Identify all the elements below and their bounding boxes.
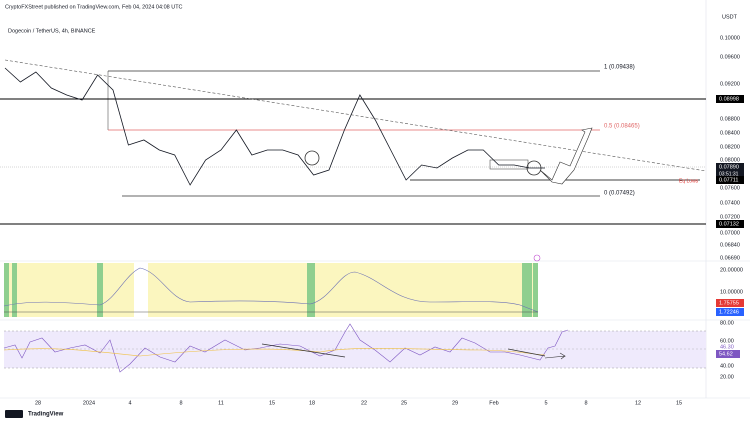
- date-tick: 11: [218, 400, 224, 406]
- indicator-background: [4, 263, 538, 317]
- currency: USDT: [722, 14, 738, 20]
- signal-bar: [97, 263, 103, 317]
- price-badge-label: 0.07132: [719, 221, 739, 227]
- indicator-badge: [716, 308, 744, 316]
- rsi-trendline: [507, 348, 546, 357]
- date-tick: 12: [635, 400, 641, 406]
- indicator-line: [3, 267, 539, 313]
- signal-bar: [533, 263, 538, 317]
- price-badge-label: 0.07711: [719, 177, 738, 183]
- eq-lows-label: Eq Lows: [679, 178, 699, 184]
- published-line: CryptoFXStreet published on TradingView.…: [5, 4, 183, 10]
- rsi-badge: [716, 350, 740, 358]
- price-tick: 0.07200: [720, 214, 740, 220]
- price-tick: 0.07000: [720, 230, 740, 236]
- rsi-tick: 80.00: [720, 320, 734, 326]
- date-tick: 25: [401, 400, 407, 406]
- rsi-tick: 40.00: [720, 363, 734, 369]
- date-tick: 8: [179, 400, 182, 406]
- logo-icon: [5, 410, 23, 418]
- date-tick: 28: [35, 400, 41, 406]
- price-tick: 0.07600: [720, 185, 740, 191]
- price-tick: 0.07400: [720, 200, 740, 206]
- price-tick: 0.08800: [720, 116, 740, 122]
- rsi-line: [3, 323, 569, 373]
- signal-bar: [12, 263, 17, 317]
- indicator-tick: 10.00000: [720, 289, 743, 295]
- price-badge: [716, 176, 744, 184]
- indicator-tick: 20.00000: [720, 267, 743, 273]
- price-tick: 0.09600: [720, 54, 740, 60]
- indicator-badge-label: 1.72246: [719, 309, 739, 315]
- date-tick: 22: [361, 400, 367, 406]
- price-tick: 0.08000: [720, 157, 740, 163]
- price-tick: 0.08200: [720, 144, 740, 150]
- price-badge: [716, 220, 744, 228]
- signal-bar: [522, 263, 532, 317]
- indicator-gap: [134, 263, 148, 317]
- price-tick: 0.06840: [720, 242, 740, 248]
- rsi-badge-label: 54.62: [719, 351, 733, 357]
- date-tick: 5: [544, 400, 547, 406]
- price-line: [4, 67, 545, 186]
- footer-logo: TradingView: [28, 412, 64, 418]
- indicator-badge: [716, 299, 744, 307]
- indicator-badge-label: 1.75755: [719, 300, 739, 306]
- rsi-tick: 20.00: [720, 374, 734, 380]
- pane-icon: [533, 254, 541, 262]
- rsi-value: 46.30: [720, 344, 734, 350]
- price-tick: 0.09200: [720, 81, 740, 87]
- date-tick: 18: [309, 400, 315, 406]
- price-badge-label: 0.07890: [719, 164, 739, 170]
- fib-1-label: 1 (0.09438): [604, 65, 635, 71]
- fib-05-label: 0.5 (0.08465): [604, 124, 640, 130]
- trendline: [4, 59, 707, 172]
- price-badge-label: 0.08998: [719, 96, 739, 102]
- price-tick: 0.10000: [720, 35, 740, 41]
- date-tick: 4: [128, 400, 131, 406]
- date-axis: 28 2024 4 8 11 15 18 22 25 29 Feb 5 8 12 15: [35, 400, 682, 406]
- date-tick: Feb: [489, 400, 498, 406]
- price-tick: 0.08400: [720, 130, 740, 136]
- date-tick: 15: [676, 400, 682, 406]
- date-tick: 15: [269, 400, 275, 406]
- price-path: [4, 67, 545, 186]
- price-tick: 0.06690: [720, 255, 740, 261]
- price-badge: [716, 95, 744, 103]
- symbol-line: Dogecoin / TetherUS, 4h, BINANCE: [8, 28, 96, 34]
- signal-bar: [4, 263, 9, 317]
- price-badge: [716, 163, 744, 178]
- date-tick: 29: [452, 400, 458, 406]
- rsi-band: [4, 331, 706, 368]
- countdown: 03:51:31: [719, 171, 739, 177]
- rsi-trendline: [261, 343, 346, 358]
- fib-0-label: 0 (0.07492): [604, 191, 635, 197]
- date-tick: 8: [584, 400, 587, 406]
- rsi-tick: 60.00: [720, 338, 734, 344]
- highlight-circle: [304, 150, 320, 166]
- signal-bar: [307, 263, 315, 317]
- rsi-arrow: [544, 352, 566, 360]
- projection-arrow: [539, 127, 593, 185]
- date-tick: 2024: [83, 400, 95, 406]
